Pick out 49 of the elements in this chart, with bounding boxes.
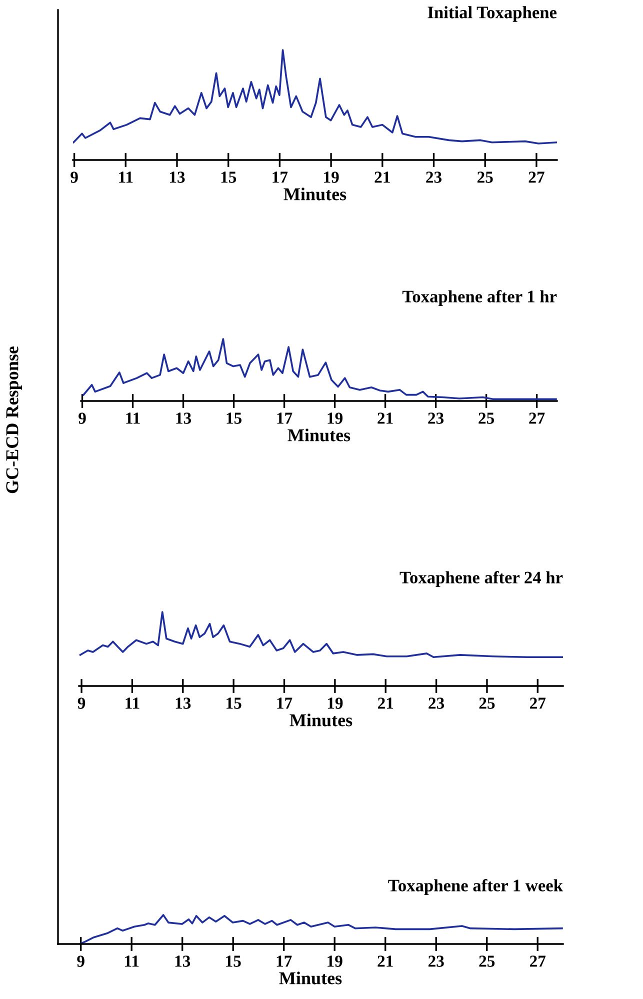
x-tick-label: 21 xyxy=(378,412,393,424)
x-tick-label: 15 xyxy=(221,172,236,183)
x-tick-label: 25 xyxy=(479,698,495,709)
x-tick-label: 15 xyxy=(226,698,242,709)
x-axis-title: Minutes xyxy=(284,188,346,200)
x-tick-label: 13 xyxy=(176,412,192,424)
x-tick-label: 13 xyxy=(170,172,185,183)
x-tick-label: 11 xyxy=(119,172,133,183)
x-tick-label: 19 xyxy=(328,698,343,709)
x-tick-label: 11 xyxy=(126,412,140,424)
x-tick-label: 17 xyxy=(277,412,292,424)
x-tick-label: 27 xyxy=(530,956,546,967)
x-tick-label: 23 xyxy=(428,698,444,709)
x-tick-label: 21 xyxy=(378,956,393,967)
x-tick-label: 13 xyxy=(176,698,191,709)
x-tick-label: 23 xyxy=(428,412,444,424)
chart-title: Toxaphene after 24 hr xyxy=(400,571,563,587)
x-tick-label: 21 xyxy=(378,698,394,709)
x-axis-title: Minutes xyxy=(290,714,352,726)
x-tick-label: 11 xyxy=(126,698,140,709)
x-tick-label: 13 xyxy=(175,956,190,967)
x-tick-label: 25 xyxy=(477,172,493,183)
x-tick-label: 27 xyxy=(530,698,546,709)
x-tick-label: 15 xyxy=(226,956,241,967)
x-tick-label: 27 xyxy=(528,172,544,183)
x-tick-label: 17 xyxy=(277,698,292,709)
x-tick-label: 11 xyxy=(125,956,139,967)
x-tick-label: 9 xyxy=(78,412,86,424)
x-tick-label: 23 xyxy=(426,172,442,183)
x-tick-label: 9 xyxy=(78,698,86,709)
x-tick-label: 9 xyxy=(77,956,84,967)
chart-title: Initial Toxaphene xyxy=(428,6,557,22)
x-axis-title: Minutes xyxy=(279,972,342,984)
x-tick-label: 27 xyxy=(529,412,545,424)
x-tick-label: 17 xyxy=(276,956,292,967)
x-tick-label: 25 xyxy=(478,412,494,424)
x-tick-label: 23 xyxy=(428,956,444,967)
x-tick-label: 9 xyxy=(70,172,78,183)
x-tick-label: 15 xyxy=(226,412,242,424)
x-tick-label: 19 xyxy=(328,412,343,424)
chart-title: Toxaphene after 1 hr xyxy=(402,290,557,306)
x-tick-label: 25 xyxy=(479,956,495,967)
y-axis-title: GC-ECD Response xyxy=(6,346,22,494)
x-tick-label: 21 xyxy=(374,172,390,183)
x-axis-title: Minutes xyxy=(288,428,350,442)
x-tick-label: 19 xyxy=(328,956,342,967)
x-tick-label: 19 xyxy=(324,172,339,183)
chart-title: Toxaphene after 1 week xyxy=(388,879,563,895)
x-tick-label: 17 xyxy=(272,172,288,183)
